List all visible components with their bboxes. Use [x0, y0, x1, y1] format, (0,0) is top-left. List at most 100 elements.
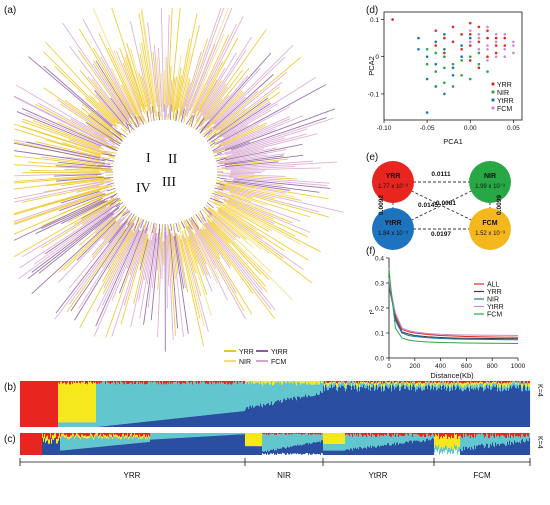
structB-bar-218	[118, 381, 120, 383]
structC-bar-164	[82, 433, 84, 435]
structC-bar-182	[86, 438, 88, 449]
structC-bar-752	[292, 446, 294, 454]
structB-bar-984	[360, 386, 362, 427]
structC-bar-99	[65, 450, 67, 455]
structC-bar-177	[85, 435, 87, 438]
structB-bar-649	[261, 406, 263, 427]
structB-bar-1477	[484, 381, 486, 384]
structB-bar-254	[130, 381, 132, 383]
tree-branch-255	[129, 227, 147, 275]
structB-bar-407	[181, 381, 183, 385]
tree-branch-155	[231, 194, 252, 203]
tree-branch-15	[126, 42, 147, 108]
structB-bar-1517	[494, 381, 496, 382]
structC-bar-514	[189, 433, 191, 438]
structC-bar-176	[85, 433, 87, 436]
structC-bar-382	[136, 436, 138, 444]
structB-bar-992	[362, 387, 364, 427]
structB-bar-1411	[467, 383, 469, 388]
structC-bar-1437	[521, 433, 523, 435]
structC-bar-1374	[500, 433, 502, 436]
tree-branch-376	[81, 107, 111, 131]
structB-bar-645	[260, 381, 262, 404]
structC-bar-740	[288, 447, 290, 455]
structC-bar-605	[234, 434, 236, 455]
structB-bar-1220	[419, 388, 421, 427]
tree-branch-359	[16, 111, 102, 147]
structB-bar-94	[76, 422, 78, 427]
structB-bar-109	[81, 422, 83, 427]
structC-bar-33	[45, 442, 47, 455]
structB-bar-1060	[379, 386, 381, 427]
structB-bar-289	[141, 422, 143, 427]
structC-bar-716	[280, 448, 282, 454]
tree-branch-69	[195, 80, 223, 123]
structC-bar-1227	[451, 433, 453, 436]
structC-bar-1281	[469, 433, 471, 435]
tree-branch-280	[91, 211, 131, 256]
structB-bar-857	[329, 381, 331, 383]
structB-bar-664	[266, 403, 268, 427]
structB-bar-910	[342, 381, 344, 383]
pca-point-yrr-8	[460, 47, 463, 51]
structC-bar-1120	[415, 434, 417, 441]
structC-bar-910	[345, 435, 347, 450]
structC-bar-1349	[491, 445, 493, 455]
structB-bar-1623	[520, 381, 522, 385]
structB-bar-650	[262, 381, 264, 386]
structB-bar-284	[140, 381, 142, 384]
structB-bar-1091	[387, 383, 389, 388]
structB-bar-45	[60, 381, 62, 423]
structB-bar-1372	[457, 385, 459, 427]
structC-bar-572	[218, 433, 220, 436]
structB-bar-1273	[433, 381, 435, 384]
structC-bar-97	[65, 435, 67, 438]
structC-bar-552	[208, 433, 210, 437]
structC-bar-385	[137, 435, 139, 438]
pca-point-nir-2	[443, 81, 446, 85]
structB-bar-477	[204, 382, 206, 416]
structB-bar-323	[153, 381, 155, 382]
structB-bar-340	[158, 420, 160, 427]
structB-bar-1603	[515, 384, 517, 388]
structB-bar-113	[83, 381, 85, 382]
structC-bar-92	[64, 433, 66, 436]
tree-branch-393	[69, 46, 127, 122]
structC-bar-1450	[525, 436, 527, 442]
tree-branch-254	[111, 223, 149, 337]
structC-bar-1114	[413, 434, 415, 441]
structC-bar-1004	[376, 447, 378, 455]
tree-branch-374	[64, 99, 122, 141]
structC-bar-32	[45, 438, 47, 443]
structB-bar-1542	[500, 383, 502, 388]
structB-bar-1436	[473, 390, 475, 427]
structC-bar-498	[181, 433, 183, 438]
structB-bar-171	[102, 381, 104, 427]
tree-branch-184	[212, 219, 293, 301]
tree-branch-320	[76, 185, 106, 193]
ld-ytick-label-3: 0.3	[375, 281, 384, 288]
structC-bar-944	[356, 448, 358, 455]
structC-bar-1414	[513, 437, 515, 445]
structC-bar-288	[113, 433, 115, 434]
structB-bar-1651	[527, 382, 529, 387]
tree-branch-276	[55, 219, 129, 314]
structB-bar-165	[100, 382, 102, 427]
structC-bar-1409	[511, 442, 513, 455]
structC-bar-489	[176, 438, 178, 455]
structC-bar-898	[341, 444, 343, 451]
structB-bar-575	[237, 381, 239, 385]
structC-bar-274	[109, 436, 111, 446]
structC-bar-141	[76, 433, 78, 436]
structB-bar-863	[330, 384, 332, 388]
tree-branch-365	[35, 103, 107, 142]
structC-bar-868	[331, 444, 333, 451]
structC-bar-1191	[439, 433, 441, 440]
structC-bar-1226	[450, 449, 452, 454]
structC-bar-478	[171, 433, 173, 439]
structB-bar-1172	[407, 387, 409, 427]
structC-bar-1081	[402, 436, 404, 444]
structC-bar-1393	[506, 437, 508, 446]
structB-bar-955	[353, 382, 355, 387]
structC-bar-1044	[390, 433, 392, 438]
